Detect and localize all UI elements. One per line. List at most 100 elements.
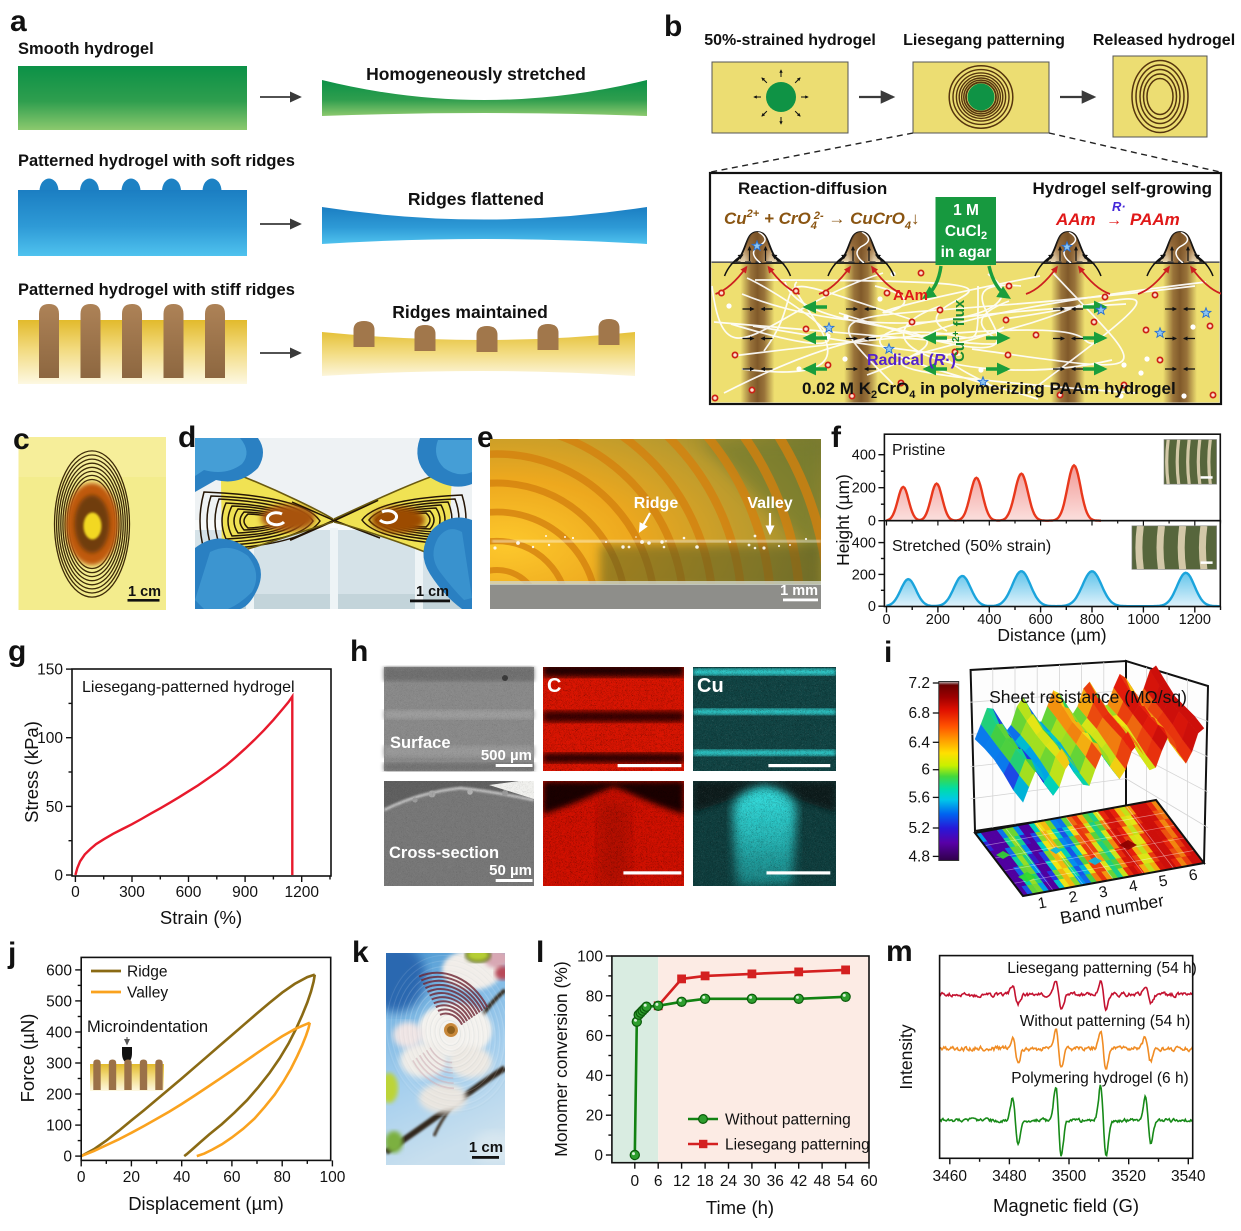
svg-text:Reaction-diffusion: Reaction-diffusion [738, 179, 887, 198]
svg-text:1200: 1200 [284, 884, 319, 901]
svg-text:36: 36 [767, 1173, 784, 1190]
svg-text:50 µm: 50 µm [489, 862, 532, 879]
svg-text:500 µm: 500 µm [481, 747, 532, 764]
svg-text:400: 400 [46, 1025, 72, 1042]
svg-text:g: g [8, 635, 26, 668]
svg-text:0: 0 [77, 1169, 86, 1186]
svg-text:400: 400 [852, 536, 876, 552]
svg-text:5: 5 [1157, 872, 1168, 890]
svg-text:Displacement (µm): Displacement (µm) [128, 1193, 284, 1214]
svg-text:1: 1 [1036, 894, 1047, 912]
svg-text:1 M: 1 M [953, 202, 979, 219]
svg-text:0.02 M K2CrO4 in polymerizing: 0.02 M K2CrO4 in polymerizing PAAm hydro… [802, 379, 1176, 401]
svg-text:40: 40 [586, 1068, 604, 1085]
svg-text:600: 600 [46, 962, 72, 979]
svg-text:0: 0 [594, 1148, 603, 1165]
svg-text:600: 600 [1028, 612, 1052, 628]
svg-text:Smooth hydrogel: Smooth hydrogel [18, 40, 154, 58]
svg-text:C: C [547, 675, 561, 697]
svg-text:0: 0 [71, 884, 80, 901]
svg-text:Liesegang patterning: Liesegang patterning [903, 32, 1065, 49]
svg-text:1 mm: 1 mm [780, 583, 818, 599]
svg-text:48: 48 [813, 1173, 830, 1190]
svg-text:Sheet resistance (MΩ/sq): Sheet resistance (MΩ/sq) [989, 687, 1187, 707]
svg-text:Stress (kPa): Stress (kPa) [21, 721, 42, 823]
svg-text:24: 24 [720, 1173, 738, 1190]
svg-text:Ridges maintained: Ridges maintained [392, 302, 548, 322]
svg-text:0: 0 [54, 868, 63, 885]
svg-text:i: i [884, 636, 892, 669]
svg-text:50: 50 [46, 799, 64, 816]
svg-text:100: 100 [46, 1118, 72, 1135]
svg-text:600: 600 [176, 884, 202, 901]
svg-text:k: k [352, 936, 369, 969]
svg-text:Pristine: Pristine [892, 442, 945, 459]
svg-text:0: 0 [882, 612, 890, 628]
svg-text:R·: R· [1112, 199, 1126, 214]
svg-text:Cu: Cu [697, 675, 724, 697]
svg-text:Liesegang-patterned hydrogel: Liesegang-patterned hydrogel [82, 679, 295, 696]
svg-text:Magnetic field (G): Magnetic field (G) [993, 1195, 1139, 1216]
svg-text:Liesegang patterning (54 h): Liesegang patterning (54 h) [1007, 960, 1197, 977]
svg-text:Liesegang patterning: Liesegang patterning [725, 1137, 870, 1154]
svg-text:Cu2+ flux: Cu2+ flux [951, 299, 968, 362]
svg-text:Surface: Surface [390, 734, 451, 752]
svg-text:3480: 3480 [992, 1168, 1027, 1185]
svg-text:b: b [664, 10, 682, 43]
svg-text:m: m [886, 935, 913, 968]
svg-text:1 cm: 1 cm [128, 584, 161, 600]
svg-text:100: 100 [577, 949, 603, 966]
svg-text:in agar: in agar [941, 244, 992, 261]
svg-text:0: 0 [63, 1149, 72, 1166]
svg-text:1000: 1000 [1127, 612, 1159, 628]
svg-text:Radical (R·): Radical (R·) [867, 352, 956, 369]
svg-text:400: 400 [977, 612, 1001, 628]
svg-text:400: 400 [852, 448, 876, 464]
svg-text:100: 100 [319, 1169, 345, 1186]
svg-text:Strain (%): Strain (%) [160, 907, 242, 928]
svg-text:l: l [536, 936, 544, 969]
svg-text:200: 200 [852, 481, 876, 497]
svg-text:Ridge: Ridge [634, 495, 679, 512]
svg-text:Cross-section: Cross-section [389, 844, 499, 862]
svg-text:6: 6 [1187, 866, 1198, 884]
svg-text:Released hydrogel: Released hydrogel [1093, 32, 1235, 49]
svg-text:200: 200 [46, 1087, 72, 1104]
svg-text:f: f [831, 421, 842, 454]
svg-text:Valley: Valley [747, 495, 792, 512]
svg-text:Ridges flattened: Ridges flattened [408, 189, 544, 209]
svg-text:Force (µN): Force (µN) [17, 1014, 38, 1103]
svg-text:300: 300 [119, 884, 145, 901]
svg-text:3540: 3540 [1171, 1168, 1206, 1185]
svg-text:→: → [1106, 212, 1122, 229]
svg-text:Without patterning: Without patterning [725, 1112, 851, 1129]
svg-text:AAm: AAm [893, 287, 928, 304]
svg-text:900: 900 [232, 884, 258, 901]
svg-text:3: 3 [1097, 883, 1108, 901]
svg-text:j: j [7, 937, 16, 970]
svg-text:Valley: Valley [127, 985, 168, 1002]
svg-text:Distance (µm): Distance (µm) [997, 625, 1106, 645]
svg-text:80: 80 [274, 1169, 292, 1186]
svg-text:20: 20 [586, 1108, 604, 1125]
svg-text:3520: 3520 [1111, 1168, 1146, 1185]
svg-text:50%-strained hydrogel: 50%-strained hydrogel [704, 32, 876, 49]
svg-text:Patterned hydrogel with soft r: Patterned hydrogel with soft ridges [18, 152, 295, 170]
svg-text:CuCl2: CuCl2 [945, 223, 987, 242]
svg-text:c: c [13, 423, 30, 456]
svg-text:3500: 3500 [1052, 1168, 1087, 1185]
svg-text:12: 12 [673, 1173, 690, 1190]
svg-text:1 cm: 1 cm [416, 584, 449, 600]
svg-text:60: 60 [586, 1028, 604, 1045]
svg-text:42: 42 [790, 1173, 807, 1190]
svg-text:Without patterning (54 h): Without patterning (54 h) [1020, 1013, 1191, 1030]
svg-text:5.2: 5.2 [908, 820, 930, 837]
svg-text:4.8: 4.8 [908, 848, 930, 865]
svg-text:5.6: 5.6 [908, 789, 930, 806]
svg-text:150: 150 [37, 662, 63, 679]
svg-text:18: 18 [696, 1173, 713, 1190]
svg-text:Height (µm): Height (µm) [833, 474, 853, 566]
svg-text:4: 4 [1127, 877, 1139, 895]
svg-text:6.4: 6.4 [908, 734, 930, 751]
svg-text:Ridge: Ridge [127, 964, 168, 981]
